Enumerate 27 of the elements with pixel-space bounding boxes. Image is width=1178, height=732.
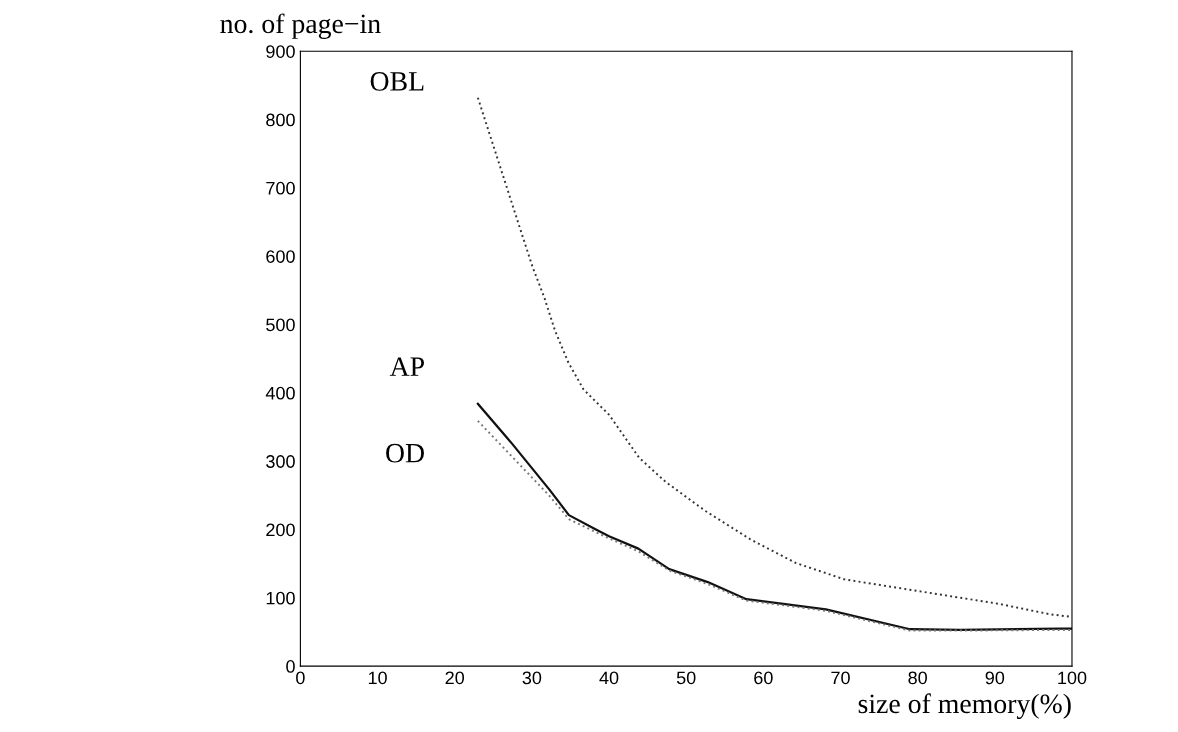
y-tick-label: 300 bbox=[266, 455, 295, 468]
line-series bbox=[476, 96, 1072, 618]
x-tick-label: 80 bbox=[908, 671, 927, 685]
x-tick-label: 10 bbox=[368, 671, 387, 685]
x-tick-label: 60 bbox=[754, 671, 773, 685]
x-tick-label: 30 bbox=[522, 671, 542, 685]
text: OD bbox=[386, 443, 424, 463]
y-tick-label: 900 bbox=[266, 45, 295, 58]
y-tick-label: 400 bbox=[265, 386, 295, 400]
y-tick-label: 600 bbox=[266, 250, 295, 263]
x-tick-label: 100 bbox=[1058, 671, 1087, 685]
y-tick-label: 800 bbox=[266, 113, 295, 127]
text: AP bbox=[389, 357, 424, 376]
series-label: OBL bbox=[370, 72, 424, 91]
y-tick-label: 0 bbox=[286, 660, 295, 673]
y-tick-label: 500 bbox=[266, 318, 295, 332]
y-tick-label: 700 bbox=[266, 181, 295, 195]
x-axis-title: size of memory(%) bbox=[858, 693, 1071, 719]
y-tick-label: 100 bbox=[266, 591, 295, 605]
y-axis-title: no. of page−in bbox=[220, 13, 381, 39]
x-tick-label: 70 bbox=[831, 671, 850, 685]
x-tick-label: 40 bbox=[599, 671, 619, 685]
x-tick-label: 50 bbox=[676, 671, 696, 685]
x-tick-label: 0 bbox=[296, 671, 305, 685]
x-tick-label: 20 bbox=[445, 671, 465, 685]
x-tick-label: 90 bbox=[985, 671, 1005, 685]
y-tick-label: 200 bbox=[266, 523, 295, 537]
